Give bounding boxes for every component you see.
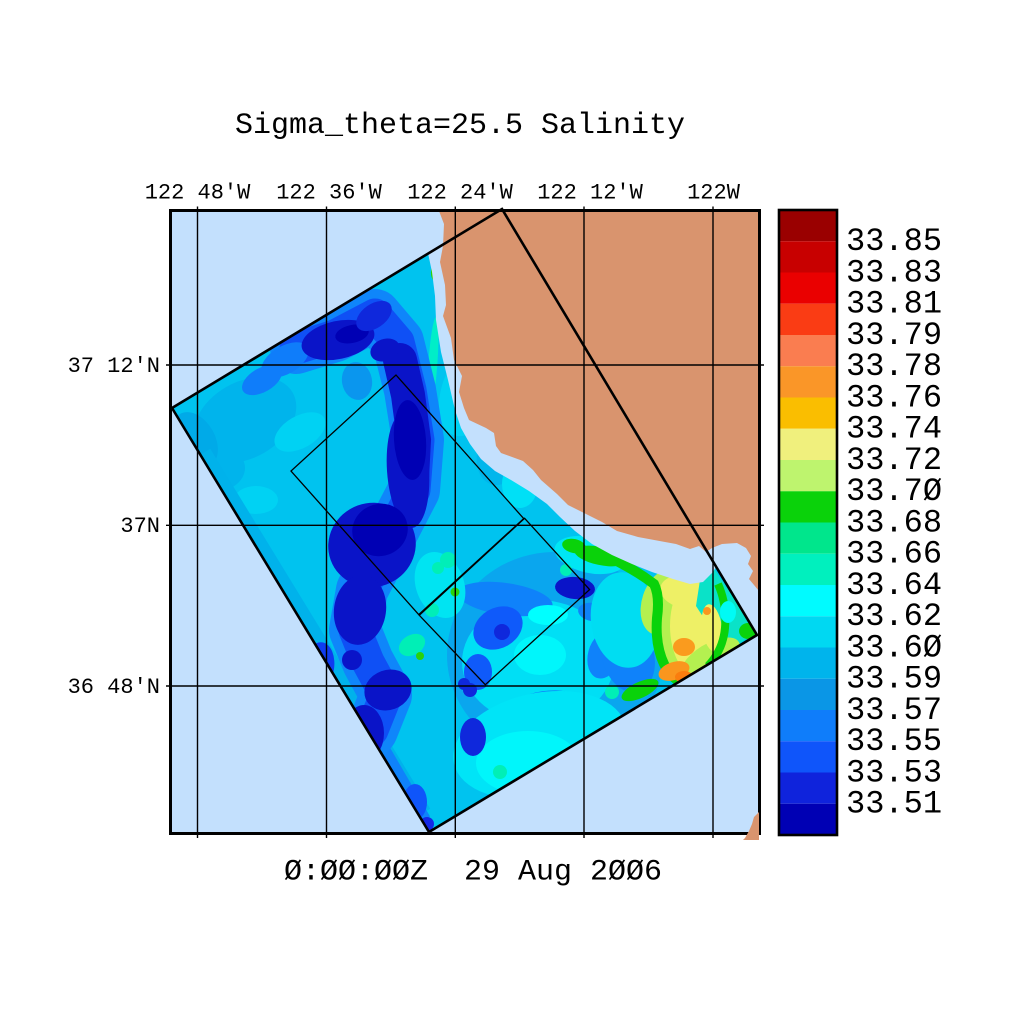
- svg-text:Sigma_theta=25.5 Salinity: Sigma_theta=25.5 Salinity: [235, 109, 685, 143]
- svg-text:33.76: 33.76: [846, 379, 942, 416]
- svg-text:33.57: 33.57: [846, 692, 942, 729]
- svg-text:122 12'W: 122 12'W: [537, 181, 643, 206]
- svg-text:33.79: 33.79: [846, 317, 942, 354]
- svg-text:33.74: 33.74: [846, 411, 942, 448]
- svg-text:33.85: 33.85: [846, 223, 942, 260]
- svg-text:33.83: 33.83: [846, 254, 942, 291]
- svg-text:37N: 37N: [120, 514, 160, 539]
- svg-text:33.55: 33.55: [846, 723, 942, 760]
- svg-text:33.59: 33.59: [846, 661, 942, 698]
- svg-text:33.78: 33.78: [846, 348, 942, 385]
- svg-text:33.53: 33.53: [846, 754, 942, 791]
- svg-text:33.66: 33.66: [846, 536, 942, 573]
- svg-text:33.72: 33.72: [846, 442, 942, 479]
- svg-text:37 12'N: 37 12'N: [68, 354, 160, 379]
- svg-text:33.81: 33.81: [846, 286, 942, 323]
- svg-text:122 36'W: 122 36'W: [276, 181, 382, 206]
- svg-text:33.7Ø: 33.7Ø: [846, 473, 942, 510]
- svg-text:122 24'W: 122 24'W: [407, 181, 513, 206]
- svg-text:33.6Ø: 33.6Ø: [846, 629, 942, 666]
- svg-text:33.64: 33.64: [846, 567, 942, 604]
- svg-text:33.62: 33.62: [846, 598, 942, 635]
- svg-text:122W: 122W: [687, 181, 741, 206]
- svg-text:33.68: 33.68: [846, 504, 942, 541]
- svg-text:122 48'W: 122 48'W: [145, 181, 251, 206]
- svg-text:Ø:ØØ:ØØZ 29 Aug 2ØØ6: Ø:ØØ:ØØZ 29 Aug 2ØØ6: [284, 856, 662, 890]
- svg-text:33.51: 33.51: [846, 786, 942, 823]
- svg-text:36 48'N: 36 48'N: [68, 675, 160, 700]
